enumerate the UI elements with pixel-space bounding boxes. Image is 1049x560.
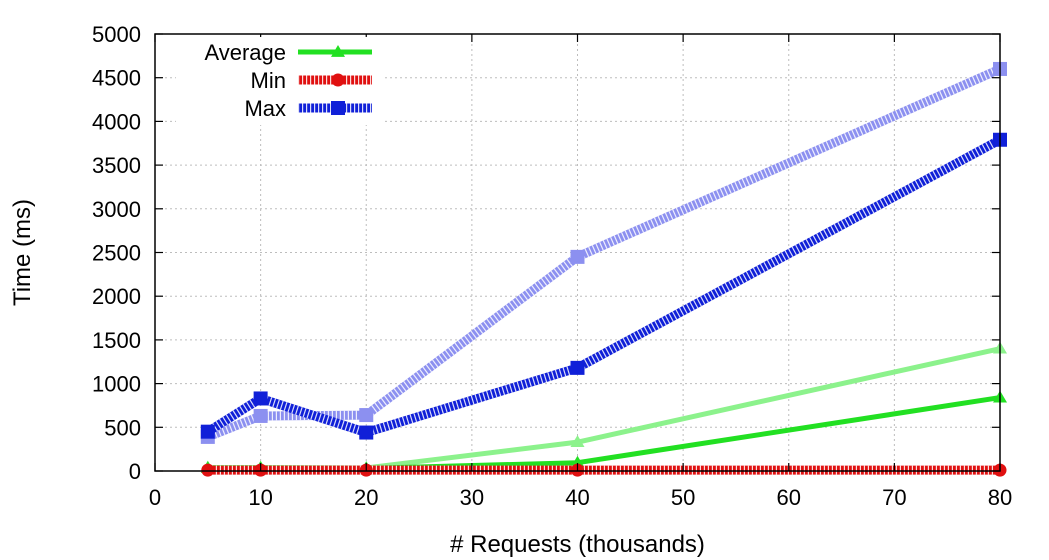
- y-tick-label: 1000: [92, 372, 141, 397]
- x-tick-label: 60: [777, 485, 801, 510]
- series-line-base: [205, 135, 1003, 438]
- x-tick-label: 40: [565, 485, 589, 510]
- data-point: [570, 360, 585, 375]
- data-point: [201, 463, 215, 477]
- legend-marker-average: [331, 45, 345, 57]
- series-line: [207, 346, 1001, 471]
- legend-label-average: Average: [204, 40, 286, 65]
- legend-label-max: Max: [244, 96, 286, 121]
- legend-marker-max: [331, 101, 345, 115]
- legend-label-min: Min: [251, 68, 286, 93]
- legend: Average Min Max: [176, 37, 382, 125]
- series-line-hatch: [206, 64, 1002, 442]
- x-tick-label: 0: [149, 485, 161, 510]
- y-tick-label: 2000: [92, 284, 141, 309]
- axis-ticks: 0 10 20 30 40 50 60 70 80 0 500 1000 1500 2000 2500 300…: [92, 22, 1012, 510]
- y-tick-label: 2500: [92, 241, 141, 266]
- y-tick-label: 0: [129, 459, 141, 484]
- series-average-dark: [200, 390, 1007, 474]
- y-tick-label: 5000: [92, 22, 141, 47]
- x-tick-label: 80: [988, 485, 1012, 510]
- x-tick-label: 30: [460, 485, 484, 510]
- y-tick-label: 1500: [92, 328, 141, 353]
- y-tick-label: 4500: [92, 66, 141, 91]
- x-tick-label: 50: [671, 485, 695, 510]
- data-point: [359, 408, 374, 423]
- y-tick-label: 3500: [92, 153, 141, 178]
- series-average-light: [200, 341, 1007, 473]
- data-point: [359, 425, 374, 440]
- y-tick-label: 500: [104, 415, 141, 440]
- x-tick-label: 10: [248, 485, 272, 510]
- x-tick-label: 70: [882, 485, 906, 510]
- x-tick-label: 20: [354, 485, 378, 510]
- data-point: [570, 455, 585, 468]
- series-max-dark: [200, 132, 1007, 440]
- series-line: [207, 395, 1001, 471]
- legend-marker-min: [331, 73, 345, 87]
- data-point: [570, 435, 585, 448]
- series-line-hatch: [205, 135, 1003, 438]
- y-tick-label: 3000: [92, 197, 141, 222]
- y-tick-label: 4000: [92, 109, 141, 134]
- data-point: [200, 424, 215, 439]
- y-axis-title: Time (ms): [9, 199, 36, 306]
- data-point: [253, 408, 268, 423]
- x-axis-title: # Requests (thousands): [450, 531, 705, 558]
- data-point: [253, 391, 268, 406]
- data-point: [570, 249, 585, 264]
